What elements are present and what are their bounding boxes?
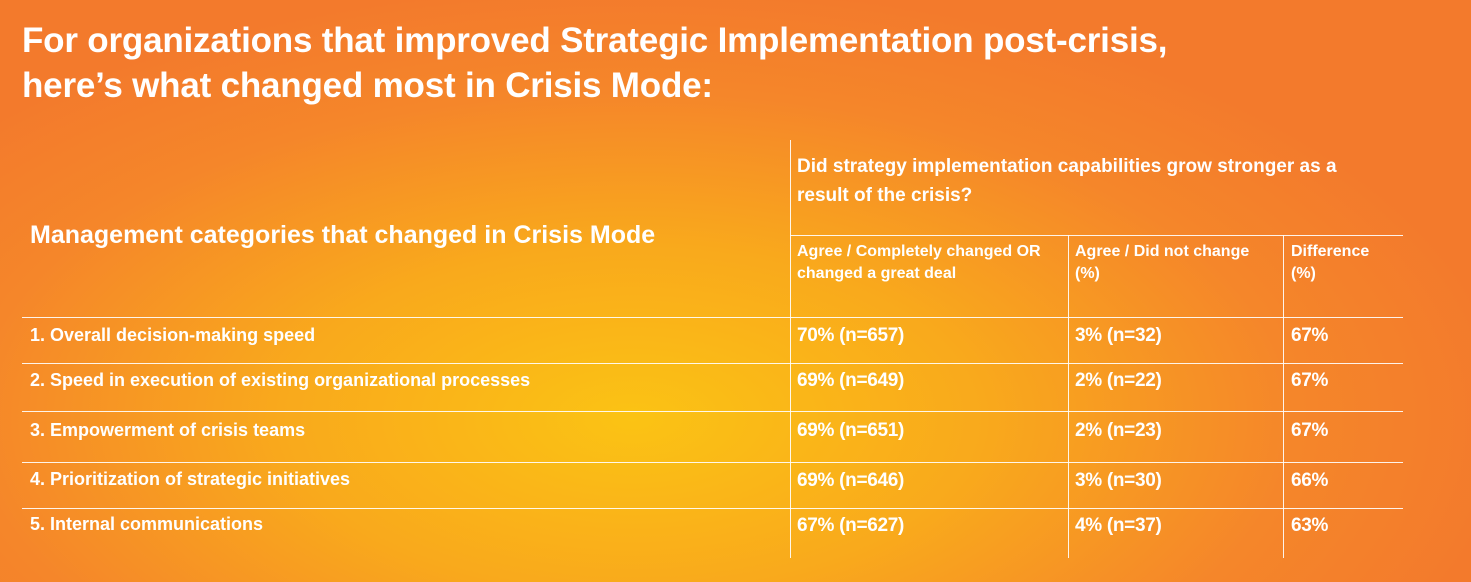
table-row-5-category: 5. Internal communications	[30, 514, 264, 534]
table-row-5-agree-not-changed: 4% (n=37)	[1075, 515, 1162, 536]
row-header-label: Management categories that changed in Cr…	[30, 221, 656, 249]
title-line-1: For organizations that improved Strategi…	[22, 21, 1168, 60]
table-row-1-category: 1. Overall decision-making speed	[30, 325, 316, 345]
divider-vertical-1	[790, 140, 791, 558]
divider-horizontal-4	[22, 462, 1403, 463]
column-header-agree-not-changed: Agree / Did not change (%)	[1075, 243, 1250, 282]
table-row-2-agree-changed: 69% (n=649)	[797, 370, 905, 391]
table-row-2-agree-not-changed: 2% (n=22)	[1075, 370, 1162, 391]
column-header-difference: Difference (%)	[1291, 243, 1370, 282]
table-row-4-category: 4. Prioritization of strategic initiativ…	[30, 469, 351, 489]
divider-horizontal-2	[22, 363, 1403, 364]
survey-question: Did strategy implementation capabilities…	[797, 156, 1337, 206]
divider-vertical-3	[1283, 235, 1284, 558]
table-row-1-difference: 67%	[1291, 325, 1329, 346]
table-row-4-agree-changed: 69% (n=646)	[797, 470, 905, 491]
table-row-1-agree-not-changed: 3% (n=32)	[1075, 325, 1162, 346]
table-row-3-agree-not-changed: 2% (n=23)	[1075, 420, 1162, 441]
divider-horizontal-1	[22, 317, 1403, 318]
title-line-2: here’s what changed most in Crisis Mode:	[22, 66, 713, 105]
divider-vertical-2	[1068, 235, 1069, 558]
divider-horizontal-header	[790, 235, 1403, 236]
table-row-4-difference: 66%	[1291, 470, 1329, 491]
table-row-4-agree-not-changed: 3% (n=30)	[1075, 470, 1162, 491]
column-header-agree-changed: Agree / Completely changed OR changed a …	[797, 243, 1041, 282]
table-row-3-difference: 67%	[1291, 420, 1329, 441]
page-title: For organizations that improved Strategi…	[22, 18, 1222, 108]
table-row-2-difference: 67%	[1291, 370, 1329, 391]
divider-horizontal-5	[22, 508, 1403, 509]
table-row-2-category: 2. Speed in execution of existing organi…	[30, 370, 531, 390]
table-row-3-agree-changed: 69% (n=651)	[797, 420, 905, 441]
table-row-5-difference: 63%	[1291, 515, 1329, 536]
table-row-5-agree-changed: 67% (n=627)	[797, 515, 905, 536]
table-row-1-agree-changed: 70% (n=657)	[797, 325, 905, 346]
table-row-3-category: 3. Empowerment of crisis teams	[30, 420, 306, 440]
divider-horizontal-3	[22, 411, 1403, 412]
